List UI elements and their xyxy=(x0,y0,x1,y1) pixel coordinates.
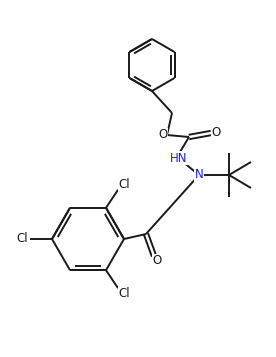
Text: Cl: Cl xyxy=(118,287,130,300)
Text: O: O xyxy=(211,126,221,140)
Text: O: O xyxy=(158,129,168,141)
Text: Cl: Cl xyxy=(118,178,130,191)
Text: Cl: Cl xyxy=(16,232,28,246)
Text: O: O xyxy=(152,255,162,267)
Text: HN: HN xyxy=(170,151,188,165)
Text: N: N xyxy=(195,169,203,181)
